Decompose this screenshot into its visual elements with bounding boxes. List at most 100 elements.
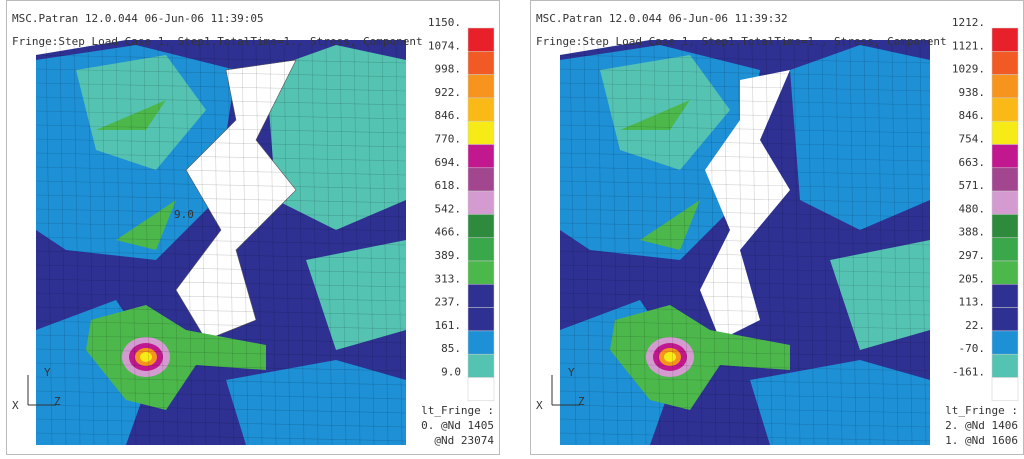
legend-swatch xyxy=(991,97,1019,122)
mesh-line xyxy=(821,44,829,446)
mesh-line xyxy=(793,44,801,446)
mesh-line xyxy=(779,44,787,446)
legend-label: 1121. xyxy=(952,39,985,52)
legend-swatch xyxy=(991,260,1019,285)
legend-swatch xyxy=(467,330,495,355)
mesh-line xyxy=(87,44,95,446)
mesh-line xyxy=(35,68,407,78)
legend-swatch xyxy=(991,51,1019,75)
mesh-line xyxy=(35,362,407,372)
mesh-line xyxy=(737,44,745,446)
legend-swatch xyxy=(991,74,1019,99)
fe-model xyxy=(559,40,931,446)
legend-swatch xyxy=(991,307,1019,332)
mesh-line xyxy=(101,44,109,446)
mesh-line xyxy=(559,390,931,400)
contact-green xyxy=(640,200,700,250)
mesh-line xyxy=(667,44,675,446)
legend-label: 846. xyxy=(435,109,462,122)
mesh-line xyxy=(353,44,361,446)
region-teal xyxy=(790,45,930,230)
legend-label: 313. xyxy=(435,272,462,285)
mesh-line xyxy=(625,44,633,446)
mesh-line xyxy=(569,44,577,446)
contact-green xyxy=(96,100,166,130)
mesh-line xyxy=(559,222,931,232)
mesh-line xyxy=(241,44,249,446)
mesh-line xyxy=(35,418,407,428)
legend-swatch xyxy=(991,237,1019,262)
legend-swatch xyxy=(467,97,495,122)
legend-label: 922. xyxy=(435,86,462,99)
mesh-line xyxy=(297,44,305,446)
legend-swatch xyxy=(991,377,1019,402)
header-line: MSC.Patran 12.0.044 06-Jun-06 11:39:32 xyxy=(536,12,788,25)
mesh-line xyxy=(213,44,221,446)
mesh-line xyxy=(35,390,407,400)
panel-canvas: MSC.Patran 12.0.044 06-Jun-06 11:39:32 Fr… xyxy=(530,0,1024,455)
mesh-line xyxy=(59,44,67,446)
legend-swatch xyxy=(467,144,495,169)
legend-swatch xyxy=(467,377,495,402)
legend-label: 1212. xyxy=(952,16,985,29)
mesh-line xyxy=(559,432,931,442)
contact-green xyxy=(86,305,266,410)
legend-label: 237. xyxy=(435,296,462,309)
mesh-line xyxy=(185,44,193,446)
mesh-line xyxy=(199,44,207,446)
thread-white xyxy=(175,59,297,341)
mesh-line xyxy=(559,180,931,190)
mesh-line xyxy=(597,44,605,446)
footer-line: 1. @Nd 1606 xyxy=(945,434,1018,447)
mesh-line xyxy=(559,124,931,134)
mesh-line xyxy=(559,334,931,344)
mesh-line xyxy=(35,208,407,218)
mesh-line xyxy=(723,44,731,446)
footer-line: 0. @Nd 1405 xyxy=(421,419,494,432)
fringe-panel: MSC.Patran 12.0.044 06-Jun-06 11:39:32 Fr… xyxy=(530,0,1024,455)
legend-label: 466. xyxy=(435,226,462,239)
mesh-line xyxy=(35,376,407,386)
footer-line: 2. @Nd 1406 xyxy=(945,419,1018,432)
legend-swatch xyxy=(467,284,495,308)
mesh-line xyxy=(129,44,137,446)
annotation: 9.0 xyxy=(174,208,194,221)
legend-swatch xyxy=(467,307,495,332)
mesh-line xyxy=(559,320,931,330)
mesh-line xyxy=(559,194,931,204)
region-teal xyxy=(830,240,930,350)
mesh-line xyxy=(849,44,857,446)
mesh-line xyxy=(395,44,403,446)
legend-swatch xyxy=(991,330,1019,355)
mesh-line xyxy=(35,138,407,148)
mesh-line xyxy=(367,44,375,446)
mesh-line xyxy=(559,54,931,64)
legend-swatch xyxy=(467,190,495,215)
mesh-line xyxy=(559,208,931,218)
legend-label: 113. xyxy=(959,296,986,309)
legend-label: 694. xyxy=(435,156,462,169)
legend-label: 770. xyxy=(435,133,462,146)
legend-swatch xyxy=(467,214,495,238)
mesh-line xyxy=(35,264,407,274)
mesh-line xyxy=(35,334,407,344)
legend-swatch xyxy=(991,284,1019,308)
mesh-line xyxy=(751,44,759,446)
mesh-line xyxy=(35,348,407,358)
axis-label: Z xyxy=(578,395,585,408)
legend-label: 618. xyxy=(435,179,462,192)
mesh-line xyxy=(559,418,931,428)
mesh-line xyxy=(891,44,899,446)
mesh-line xyxy=(559,250,931,260)
mesh-line xyxy=(559,362,931,372)
mesh-line xyxy=(269,44,277,446)
mesh-line xyxy=(639,44,647,446)
mesh-line xyxy=(877,44,885,446)
mesh-line xyxy=(559,96,931,106)
legend-label: 9.0 xyxy=(441,366,461,379)
legend-label: 22. xyxy=(965,319,985,332)
contact-green xyxy=(116,200,176,250)
legend-swatch xyxy=(467,237,495,262)
mesh-line xyxy=(611,44,619,446)
